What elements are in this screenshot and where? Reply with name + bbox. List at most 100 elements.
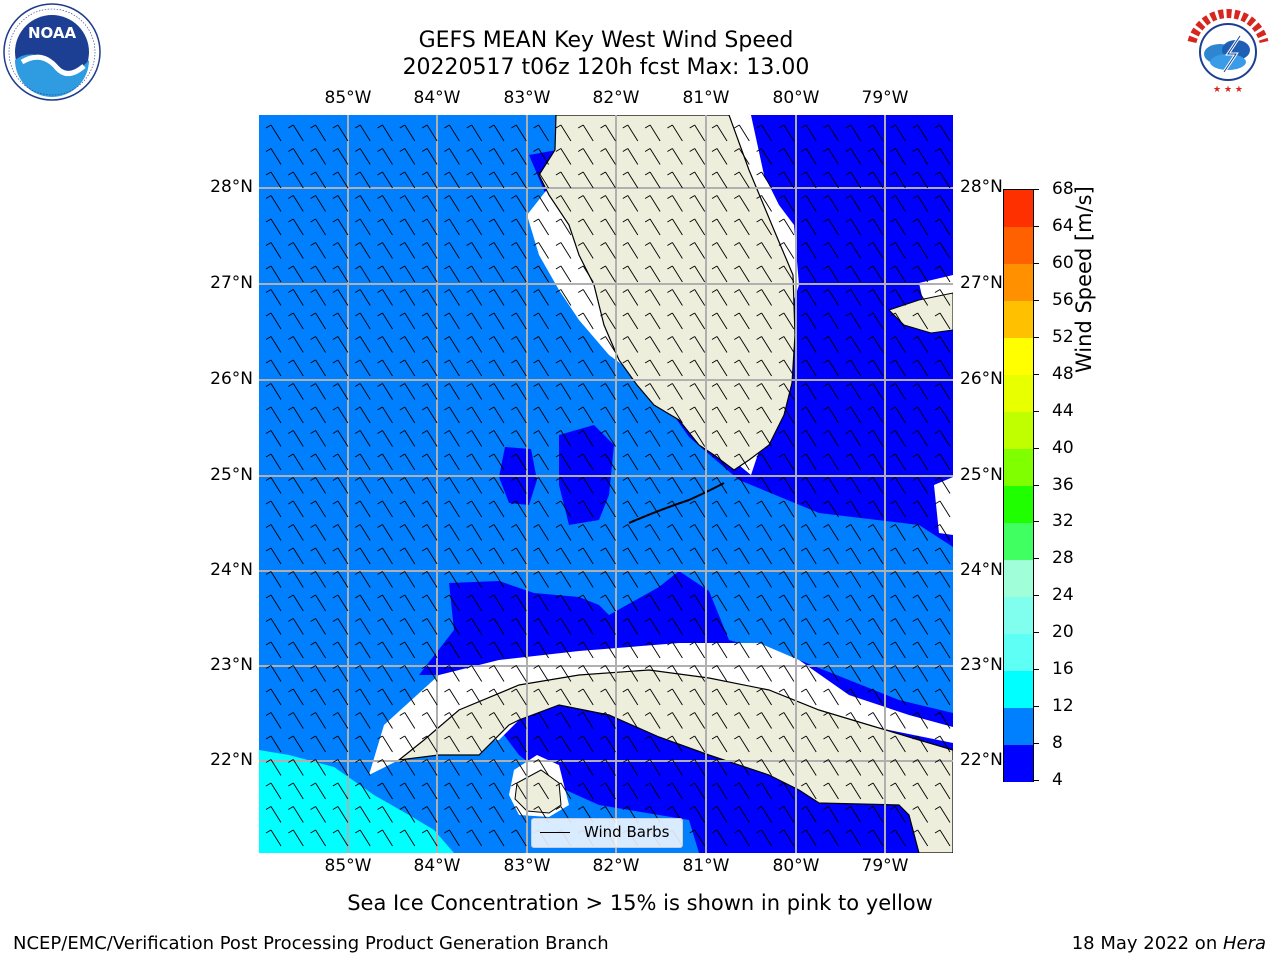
bottom-lon-label-3: 82°W (592, 856, 640, 876)
wind-barb (533, 524, 549, 541)
wind-barb (734, 312, 750, 330)
wind-barb (912, 218, 929, 236)
wind-barb (488, 477, 505, 494)
wind-barb (600, 171, 616, 189)
wind-barb (399, 406, 416, 424)
wind-barb (600, 336, 616, 353)
wind-barb (823, 594, 839, 612)
wind-barb (332, 806, 349, 823)
wind-barb (912, 148, 929, 165)
wind-barb (734, 712, 750, 729)
wind-barb (377, 594, 393, 612)
wind-barb (466, 618, 483, 635)
wind-barb (577, 782, 594, 800)
wind-barb (934, 759, 951, 776)
wind-barb (734, 806, 750, 823)
noaa-logo-text: NOAA (28, 24, 77, 42)
wind-barb (511, 195, 527, 212)
wind-barb (912, 312, 929, 330)
wind-barb (533, 500, 549, 518)
wind-barb (778, 500, 795, 518)
wind-barb (934, 148, 951, 165)
wind-barb (444, 618, 460, 635)
wind-barb (511, 124, 527, 142)
wind-barb (934, 829, 951, 847)
wind-barb (845, 782, 862, 800)
wind-barb (444, 829, 460, 847)
wind-barb (444, 712, 460, 729)
wind-barb (265, 829, 282, 847)
wind-barb (421, 171, 438, 189)
wind-barb (511, 735, 527, 753)
wind-barb (577, 688, 594, 706)
wind-barb (555, 735, 572, 753)
wind-barb (600, 265, 616, 283)
wind-barb (890, 336, 906, 353)
wind-barb (310, 289, 326, 306)
florida-keys (628, 482, 725, 524)
wind-barb (511, 289, 527, 306)
wind-barb (310, 406, 326, 424)
wind-barb (555, 195, 572, 212)
colorbar-bin-0 (1004, 744, 1033, 782)
wind-barb (912, 383, 929, 400)
wind-barb (756, 171, 772, 189)
wind-barb (310, 195, 326, 212)
wind-barb (288, 806, 304, 823)
wind-barb (689, 712, 706, 729)
wind-barb (444, 336, 460, 353)
wind-barb (622, 524, 639, 541)
wind-barb (711, 406, 728, 424)
wind-barb (778, 124, 795, 142)
wind-barb (555, 782, 572, 800)
wind-barb (421, 336, 438, 353)
wind-barb (488, 124, 505, 142)
wind-barb (511, 453, 527, 471)
wind-barb (867, 336, 884, 353)
wind-barb (555, 759, 572, 776)
wind-barb (734, 665, 750, 682)
wind-barb (800, 500, 817, 518)
wind-barb (421, 688, 438, 706)
colorbar-tick-mark-5 (1033, 595, 1039, 597)
wind-barb (890, 594, 906, 612)
wind-barb (511, 242, 527, 259)
wind-barb (332, 571, 349, 588)
wind-barb (377, 641, 393, 659)
wind-barb (377, 735, 393, 753)
wind-barb (377, 359, 393, 377)
wind-barb (354, 265, 371, 283)
wind-barb (912, 453, 929, 471)
wind-barb (288, 524, 304, 541)
wind-barb (354, 289, 371, 306)
wind-barb (644, 195, 661, 212)
wind-barb (332, 782, 349, 800)
wind-barb (622, 124, 639, 142)
wind-barb (622, 571, 639, 588)
wind-barb (600, 594, 616, 612)
wind-barb (845, 735, 862, 753)
wind-barb (867, 195, 884, 212)
wind-barb (399, 806, 416, 823)
right-lat-label-1: 27°N (960, 273, 1003, 293)
wind-barb (511, 148, 527, 165)
wind-barb (466, 171, 483, 189)
wind-barb (555, 524, 572, 541)
wind-barb (555, 665, 572, 682)
wind-barb (823, 735, 839, 753)
wind-barb (845, 594, 862, 612)
wind-band-12-16 (259, 750, 454, 853)
wind-barb (845, 171, 862, 189)
wind-barb (444, 571, 460, 588)
wind-barb (533, 265, 549, 283)
wind-barb (711, 712, 728, 729)
wind-barb (310, 665, 326, 682)
wind-barb (288, 171, 304, 189)
wind-barb (421, 289, 438, 306)
wind-barb (867, 665, 884, 682)
wind-barb (399, 171, 416, 189)
wind-barb (377, 406, 393, 424)
wind-barb (689, 665, 706, 682)
wind-barb (488, 500, 505, 518)
wind-barb (823, 195, 839, 212)
